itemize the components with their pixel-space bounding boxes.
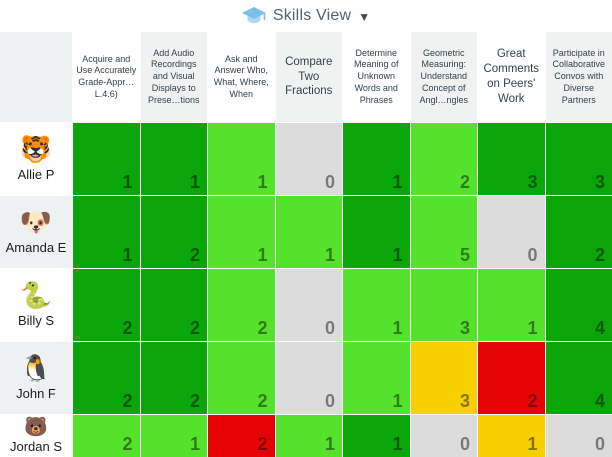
student-name: John F (16, 386, 56, 401)
score-cell[interactable]: 2 (208, 269, 275, 341)
score-cell[interactable]: 2 (208, 342, 275, 414)
view-switcher-dropdown[interactable]: Skills View ▼ (0, 0, 612, 32)
column-header-skill-5[interactable]: Determine Meaning of Unknown Words and P… (343, 32, 410, 122)
column-header-skill-1[interactable]: Acquire and Use Accurately Grade-Appr…L.… (73, 32, 140, 122)
view-title: Skills View (273, 7, 351, 25)
student-avatar: 🐍 (20, 282, 52, 308)
score-cell[interactable]: 0 (546, 415, 612, 457)
student-cell-amanda-e[interactable]: 🐶 Amanda E (0, 196, 72, 268)
score-cell[interactable]: 1 (343, 123, 410, 195)
score-cell[interactable]: 2 (411, 123, 478, 195)
chevron-down-icon: ▼ (358, 9, 370, 24)
score-cell[interactable]: 1 (208, 196, 275, 268)
score-cell[interactable]: 1 (478, 415, 545, 457)
score-cell[interactable]: 4 (546, 342, 612, 414)
score-cell[interactable]: 1 (343, 342, 410, 414)
score-cell[interactable]: 3 (411, 342, 478, 414)
column-header-skill-8[interactable]: Participate in Collaborative Convos with… (546, 32, 612, 122)
score-cell[interactable]: 2 (141, 269, 208, 341)
student-avatar: 🐧 (20, 355, 52, 381)
score-cell[interactable]: 0 (276, 123, 343, 195)
score-cell[interactable]: 5 (411, 196, 478, 268)
score-cell[interactable]: 2 (546, 196, 612, 268)
graduation-cap-icon (242, 7, 266, 26)
student-cell-allie-p[interactable]: 🐯 Allie P (0, 123, 72, 195)
student-avatar: 🐶 (20, 209, 52, 235)
student-cell-john-f[interactable]: 🐧 John F (0, 342, 72, 414)
score-cell[interactable]: 2 (141, 196, 208, 268)
score-cell[interactable]: 3 (478, 123, 545, 195)
score-cell[interactable]: 1 (208, 123, 275, 195)
score-cell[interactable]: 2 (73, 269, 140, 341)
score-cell[interactable]: 1 (73, 196, 140, 268)
column-header-skill-4[interactable]: Compare Two Fractions (276, 32, 343, 122)
student-avatar: 🐯 (20, 136, 52, 162)
score-cell[interactable]: 0 (411, 415, 478, 457)
score-cell[interactable]: 0 (478, 196, 545, 268)
score-cell[interactable]: 2 (73, 342, 140, 414)
student-name: Allie P (18, 167, 55, 182)
column-header-skill-7[interactable]: Great Comments on Peers' Work (478, 32, 545, 122)
score-cell[interactable]: 4 (546, 269, 612, 341)
score-cell[interactable]: 1 (478, 269, 545, 341)
score-cell[interactable]: 2 (73, 415, 140, 457)
student-cell-billy-s[interactable]: 🐍 Billy S (0, 269, 72, 341)
score-cell[interactable]: 2 (141, 342, 208, 414)
score-cell[interactable]: 1 (141, 123, 208, 195)
score-cell[interactable]: 1 (276, 415, 343, 457)
student-name: Jordan S (10, 439, 62, 454)
grid-header-row: Acquire and Use Accurately Grade-Appr…L.… (0, 32, 612, 122)
column-header-skill-6[interactable]: Geometric Measuring: Understand Concept … (411, 32, 478, 122)
score-cell[interactable]: 1 (343, 269, 410, 341)
score-cell[interactable]: 0 (276, 342, 343, 414)
score-cell[interactable]: 1 (343, 415, 410, 457)
score-cell[interactable]: 1 (141, 415, 208, 457)
score-cell[interactable]: 1 (73, 123, 140, 195)
column-header-skill-3[interactable]: Ask and Answer Who, What, Where, When (208, 32, 275, 122)
column-header-skill-2[interactable]: Add Audio Recordings and Visual Displays… (141, 32, 208, 122)
score-cell[interactable]: 3 (411, 269, 478, 341)
corner-cell (0, 32, 72, 122)
score-cell[interactable]: 3 (546, 123, 612, 195)
score-cell[interactable]: 1 (343, 196, 410, 268)
score-cell[interactable]: 1 (276, 196, 343, 268)
score-cell[interactable]: 2 (208, 415, 275, 457)
score-cell[interactable]: 0 (276, 269, 343, 341)
student-cell-jordan-s[interactable]: 🐻 Jordan S (0, 415, 72, 457)
score-cell[interactable]: 2 (478, 342, 545, 414)
student-name: Billy S (18, 313, 54, 328)
student-name: Amanda E (6, 240, 67, 255)
student-avatar: 🐻 (24, 418, 48, 437)
